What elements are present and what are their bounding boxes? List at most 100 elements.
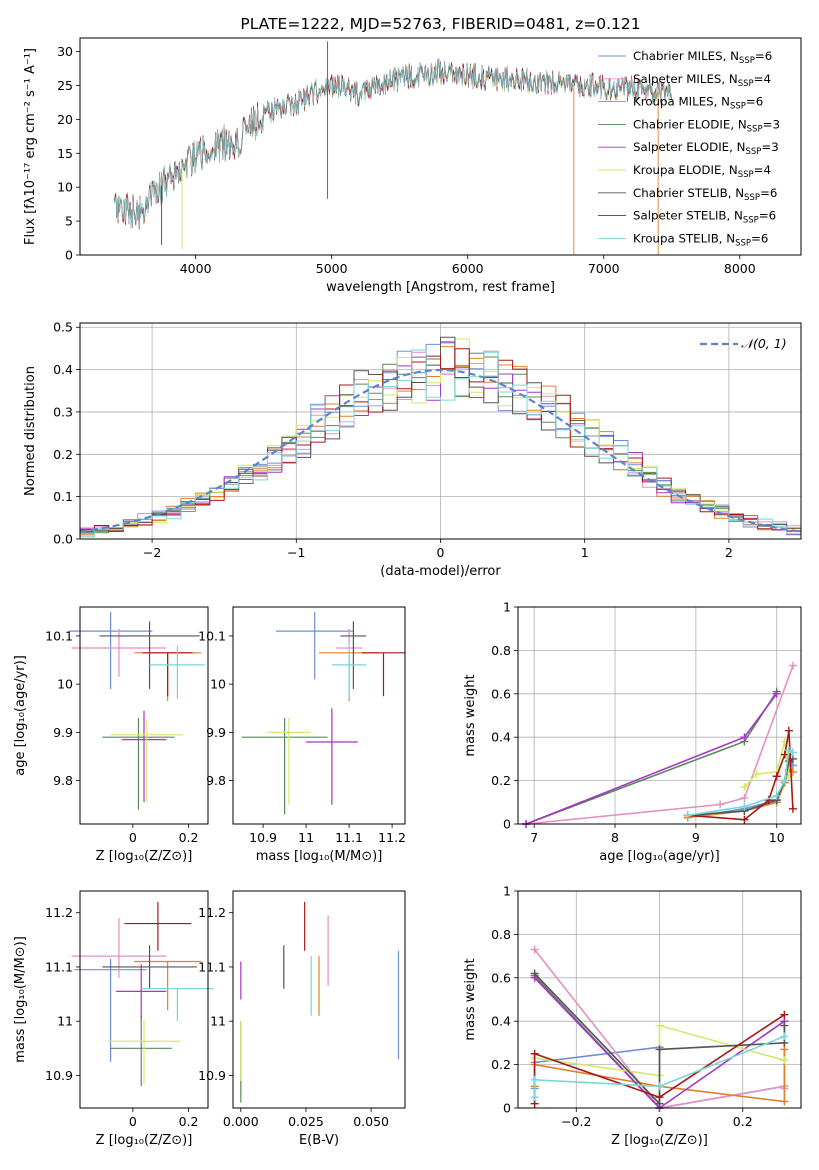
axes-frame	[79, 890, 209, 1109]
y-tick-label: 10	[210, 677, 226, 692]
chart-title: PLATE=1222, MJD=52763, FIBERID=0481, z=0…	[240, 15, 640, 33]
x-tick-label: 9	[692, 830, 700, 845]
series-marker	[772, 772, 781, 781]
legend-sub: SSP	[743, 216, 759, 226]
y-tick-label: 9.9	[53, 725, 73, 740]
legend-suffix: =3	[763, 117, 780, 131]
series-line-salpeter_elodie	[525, 693, 778, 825]
legend-text: Salpeter MILES, N	[633, 72, 738, 86]
x-tick-label: 0.025	[288, 1114, 324, 1129]
x-tick-label: 0.2	[179, 1114, 199, 1129]
series-marker	[530, 1093, 539, 1102]
y-tick-label: 5	[65, 214, 73, 229]
series-marker	[780, 1021, 789, 1030]
y-tick-label: 11.2	[198, 905, 226, 920]
x-tick-label: 4000	[180, 261, 212, 276]
series-marker	[772, 791, 781, 800]
series-marker	[655, 1093, 664, 1102]
x-tick-label: −2	[143, 545, 161, 560]
series-marker	[780, 1032, 789, 1041]
legend-label: Salpeter MILES, NSSP=4	[633, 72, 771, 89]
x-tick-label: 0.000	[223, 1114, 259, 1129]
series-line-kroupa_stelib	[533, 1035, 785, 1098]
y-tick-label: 0.4	[53, 362, 73, 377]
age_vs_Z-panel: 0 0.2 9.8 9.9 10 10.1 Z [log₁₀(Z/Z⊙)] age [log₁…	[13, 606, 209, 864]
x-axis-label: Z [log₁₀(Z/Z⊙)]	[96, 1133, 193, 1148]
x-tick-label: 0	[437, 545, 445, 560]
y-tick-label: 1	[503, 884, 511, 899]
series-marker	[752, 770, 761, 779]
age_vs_mass-panel: 10.9 11 11.1 11.2 9.8 9.9 10 10.1 mass [log₁₀(M/…	[198, 606, 406, 864]
y-axis-label: mass weight	[463, 958, 478, 1040]
legend-sub: SSP	[744, 193, 760, 203]
y-axis-label: Normed distribution	[23, 366, 38, 496]
series-marker	[740, 783, 749, 792]
series-marker	[683, 811, 692, 820]
x-axis-label: Z [log₁₀(Z/Z⊙)]	[611, 1133, 708, 1148]
y-axis-label: mass weight	[463, 674, 478, 756]
series-marker	[655, 1045, 664, 1054]
x-tick-label: 7000	[588, 261, 620, 276]
axes-frame	[79, 606, 209, 825]
series-marker	[780, 1097, 789, 1106]
x-tick-label: 0.050	[353, 1114, 389, 1129]
y-axis-label: Flux [fλ10⁻¹⁷ erg cm⁻² s⁻¹ A⁻¹]	[23, 48, 38, 245]
legend-sub: SSP	[730, 102, 746, 112]
y-tick-label: 0.4	[491, 1014, 511, 1029]
y-tick-label: 0	[503, 1101, 511, 1116]
legend-text: Chabrier ELODIE, N	[633, 117, 747, 131]
series-marker	[530, 1049, 539, 1058]
y-tick-label: 10.1	[45, 628, 73, 643]
y-tick-label: 0.6	[491, 686, 511, 701]
histogram-series-salpeter_stelib	[80, 348, 801, 532]
x-tick-label: 0	[656, 1114, 664, 1129]
legend-suffix: =3	[761, 140, 778, 154]
y-tick-label: 1	[503, 600, 511, 615]
x-tick-label: 0.2	[733, 1114, 753, 1129]
series-line-chabrier_elodie	[525, 691, 778, 825]
legend-sub: SSP	[739, 56, 755, 66]
series-marker	[788, 748, 797, 757]
axes-frame	[79, 37, 802, 256]
x-tick-label: 2	[725, 545, 733, 560]
y-tick-label: 11	[210, 1014, 226, 1029]
y-tick-label: 11.1	[45, 959, 73, 974]
y-tick-label: 0.2	[53, 447, 73, 462]
x-axis-label: (data-model)/error	[380, 564, 501, 579]
mass_vs_Z-panel: 0 0.2 10.9 11 11.1 11.2 Z [log₁₀(Z/Z⊙)] mass [l…	[13, 890, 214, 1148]
histogram-lines	[80, 336, 801, 538]
legend-suffix: =6	[746, 95, 763, 109]
legend-text: Chabrier MILES, N	[633, 49, 739, 63]
axes-frame	[79, 322, 802, 540]
y-tick-label: 0.2	[491, 773, 511, 788]
x-tick-label: 11	[298, 830, 314, 845]
series-marker	[716, 800, 725, 809]
y-tick-label: 0	[65, 248, 73, 263]
x-tick-label: 5000	[316, 261, 348, 276]
series-marker	[788, 661, 797, 670]
legend-label: Chabrier ELODIE, NSSP=3	[633, 117, 780, 134]
x-tick-label: 0.2	[179, 830, 199, 845]
series-marker	[530, 969, 539, 978]
legend-suffix: =4	[754, 72, 771, 86]
legend-suffix: =4	[754, 163, 771, 177]
legend-suffix: =6	[755, 49, 772, 63]
x-axis-label: Z [log₁₀(Z/Z⊙)]	[96, 849, 193, 864]
x-tick-label: 10	[769, 830, 785, 845]
spectrum-series-kroupa_stelib	[113, 58, 673, 228]
histogram-series-kroupa_elodie	[80, 338, 801, 537]
legend-suffix: =6	[751, 231, 768, 245]
y-axis-label: mass [log₁₀(M/M⊙)]	[13, 936, 28, 1063]
mass_weight_age-panel: 7 8 9 10 0 0.2 0.4 0.6 0.8 1 age [log₁₀(age/yr)] ma…	[463, 600, 802, 864]
spectrum-lines	[113, 41, 673, 255]
x-tick-label: −0.2	[561, 1114, 591, 1129]
histogram-series-chabrier_stelib	[80, 336, 801, 533]
series-marker	[740, 733, 749, 742]
y-tick-label: 11.1	[198, 959, 226, 974]
x-tick-label: 10.9	[249, 830, 277, 845]
y-tick-label: 9.8	[53, 773, 73, 788]
x-axis-label: mass [log₁₀(M/M⊙)]	[256, 849, 383, 864]
series-marker	[740, 815, 749, 824]
y-axis-label: age [log₁₀(age/yr)]	[13, 655, 28, 776]
